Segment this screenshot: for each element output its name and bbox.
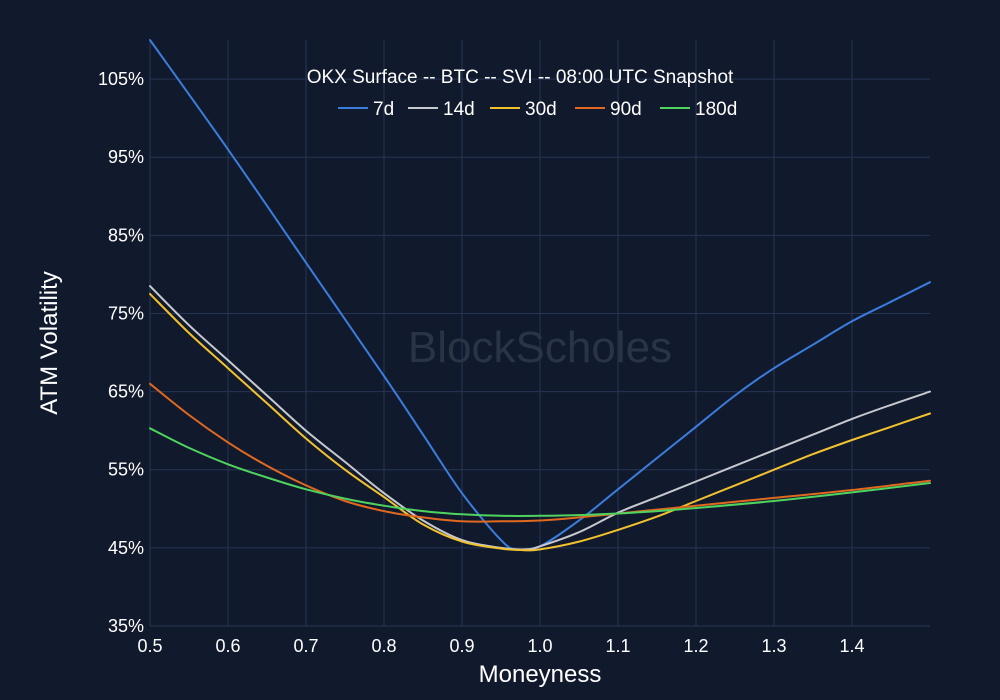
series-line-90d <box>149 382 931 523</box>
x-tick-label: 1.4 <box>839 636 864 656</box>
y-axis-title: ATM Volatility <box>36 271 63 415</box>
legend-label: 7d <box>373 99 394 120</box>
series-line-30d <box>149 292 931 552</box>
watermark-logo: BlockScholes <box>408 323 672 372</box>
legend-item-180d[interactable]: 180d <box>660 99 737 120</box>
legend-label: 30d <box>525 99 557 120</box>
legend-item-30d[interactable]: 30d <box>490 99 557 120</box>
x-tick-label: 1.1 <box>605 636 630 656</box>
x-tick-label: 1.3 <box>761 636 786 656</box>
legend-label: 14d <box>443 99 475 120</box>
y-tick-label: 55% <box>108 460 144 480</box>
x-axis-title: Moneyness <box>479 661 602 688</box>
x-tick-label: 0.5 <box>137 636 162 656</box>
series-line-180d <box>149 427 931 517</box>
x-tick-label: 0.6 <box>215 636 240 656</box>
y-tick-label: 75% <box>108 303 144 323</box>
y-tick-label: 95% <box>108 147 144 167</box>
legend-item-14d[interactable]: 14d <box>408 99 475 120</box>
series-line-14d <box>149 285 931 551</box>
legend-label: 180d <box>695 99 737 120</box>
y-tick-label: 105% <box>98 69 144 89</box>
legend: 7d 14d 30d 90d 180d <box>338 99 737 120</box>
chart-title: OKX Surface -- BTC -- SVI -- 08:00 UTC S… <box>307 67 734 88</box>
series-line-7d <box>149 39 931 552</box>
x-tick-label: 0.7 <box>293 636 318 656</box>
x-tick-label: 1.0 <box>527 636 552 656</box>
grid <box>149 40 930 627</box>
legend-item-7d[interactable]: 7d <box>338 99 394 120</box>
x-tick-label: 0.8 <box>371 636 396 656</box>
y-tick-label: 85% <box>108 225 144 245</box>
legend-item-90d[interactable]: 90d <box>575 99 642 120</box>
tick-labels: 0.5 0.6 0.7 0.8 0.9 1.0 1.1 1.2 1.3 1.4 35% 45% 55% 6… <box>98 69 865 656</box>
y-tick-label: 45% <box>108 538 144 558</box>
legend-label: 90d <box>610 99 642 120</box>
y-tick-label: 35% <box>108 616 144 636</box>
x-tick-label: 1.2 <box>683 636 708 656</box>
x-tick-label: 0.9 <box>449 636 474 656</box>
y-tick-label: 65% <box>108 382 144 402</box>
series-lines <box>149 39 931 552</box>
